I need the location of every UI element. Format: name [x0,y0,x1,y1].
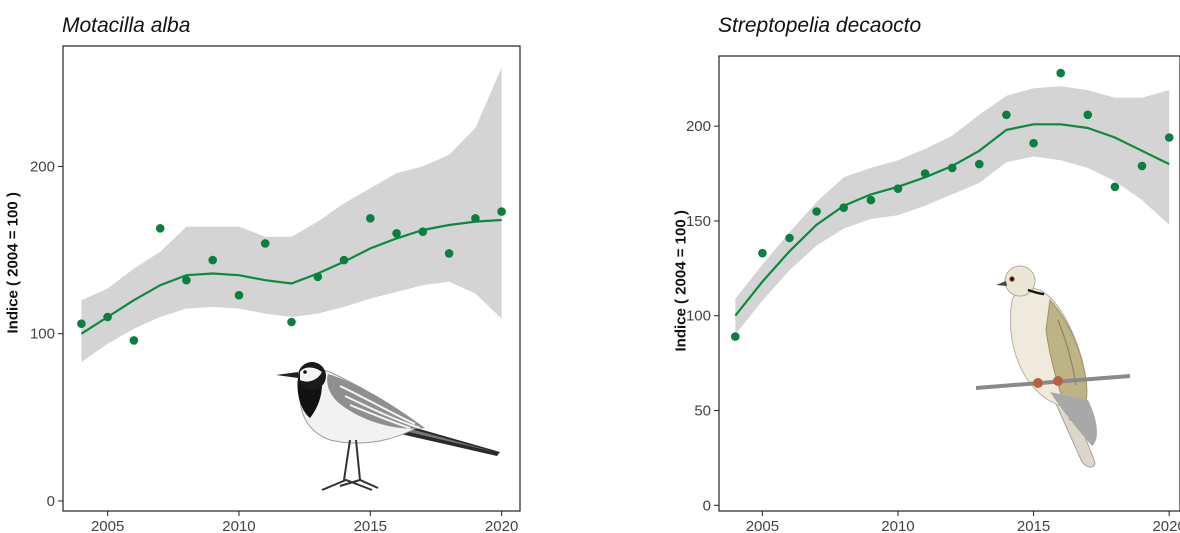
confidence-ribbon [735,86,1170,335]
y-tick-label: 200 [30,158,55,175]
collared-dove-illustration [975,265,1131,468]
chart-panel-streptopelia: Streptopelia decaocto Indice ( 2004 = 10… [620,0,1180,533]
data-point [1002,110,1011,120]
data-point [975,159,984,169]
plot-foreground: 2005 2010 2015 2020 0 100 200 [30,45,521,533]
wagtail-illustration [276,362,500,491]
data-point [366,214,375,223]
chart-title: Streptopelia decaocto [718,14,922,37]
chart-panel-motacilla: Motacilla alba Indice ( 2004 = 100 ) 200… [0,0,560,533]
data-point [1164,133,1174,142]
data-point [182,275,191,285]
y-tick-label: 0 [47,493,55,510]
data-point [1056,68,1065,78]
data-point [313,272,323,282]
data-point [444,249,454,258]
x-tick-label: 2010 [222,518,255,533]
data-point [1110,182,1120,192]
data-point [103,312,112,322]
data-point [129,336,139,345]
confidence-ribbon [81,67,502,363]
data-point [785,233,794,243]
chart-canvas: 2005 2010 2015 2020 0 100 200 [30,45,521,533]
x-tick-label: 2010 [881,518,914,533]
data-point [418,227,428,236]
data-point [392,229,401,238]
data-point [947,163,957,173]
plot-background [77,67,506,363]
data-point [339,255,349,265]
plot-frame [62,45,521,512]
x-tick-label: 2020 [485,518,518,533]
data-point [77,319,86,329]
plot-background [731,68,1174,341]
y-tick-label: 50 [694,403,711,420]
data-point [812,207,821,216]
plot-foreground: 2005 2010 2015 2020 0 50 100 150 200 [686,55,1180,533]
x-tick-label: 2015 [1017,518,1050,533]
y-tick-label: 0 [703,497,711,514]
data-point [758,248,767,258]
data-point [260,239,270,248]
y-tick-label: 200 [686,118,711,135]
data-point [497,207,506,216]
trend-line [80,218,502,335]
y-tick-label: 150 [686,213,711,230]
y-tick-label: 100 [30,326,55,343]
x-tick-label: 2005 [91,518,124,533]
x-tick-label: 2005 [746,518,779,533]
data-point [920,169,930,178]
chart-title: Motacilla alba [62,14,191,37]
data-point [155,224,165,233]
data-point [208,255,217,265]
x-tick-label: 2015 [354,518,387,533]
data-point [471,214,480,223]
y-tick-label: 100 [686,308,711,325]
data-point [839,203,848,212]
data-point [287,317,296,327]
data-point [1137,161,1147,171]
data-point [1029,138,1038,148]
data-point [1083,110,1093,120]
plot-frame [718,55,1180,512]
chart-canvas: 2005 2010 2015 2020 0 50 100 150 200 [686,55,1180,533]
x-tick-label: 2020 [1152,518,1180,533]
data-point [866,195,876,205]
data-point [731,332,740,341]
data-point [234,290,244,300]
data-point [893,184,903,193]
